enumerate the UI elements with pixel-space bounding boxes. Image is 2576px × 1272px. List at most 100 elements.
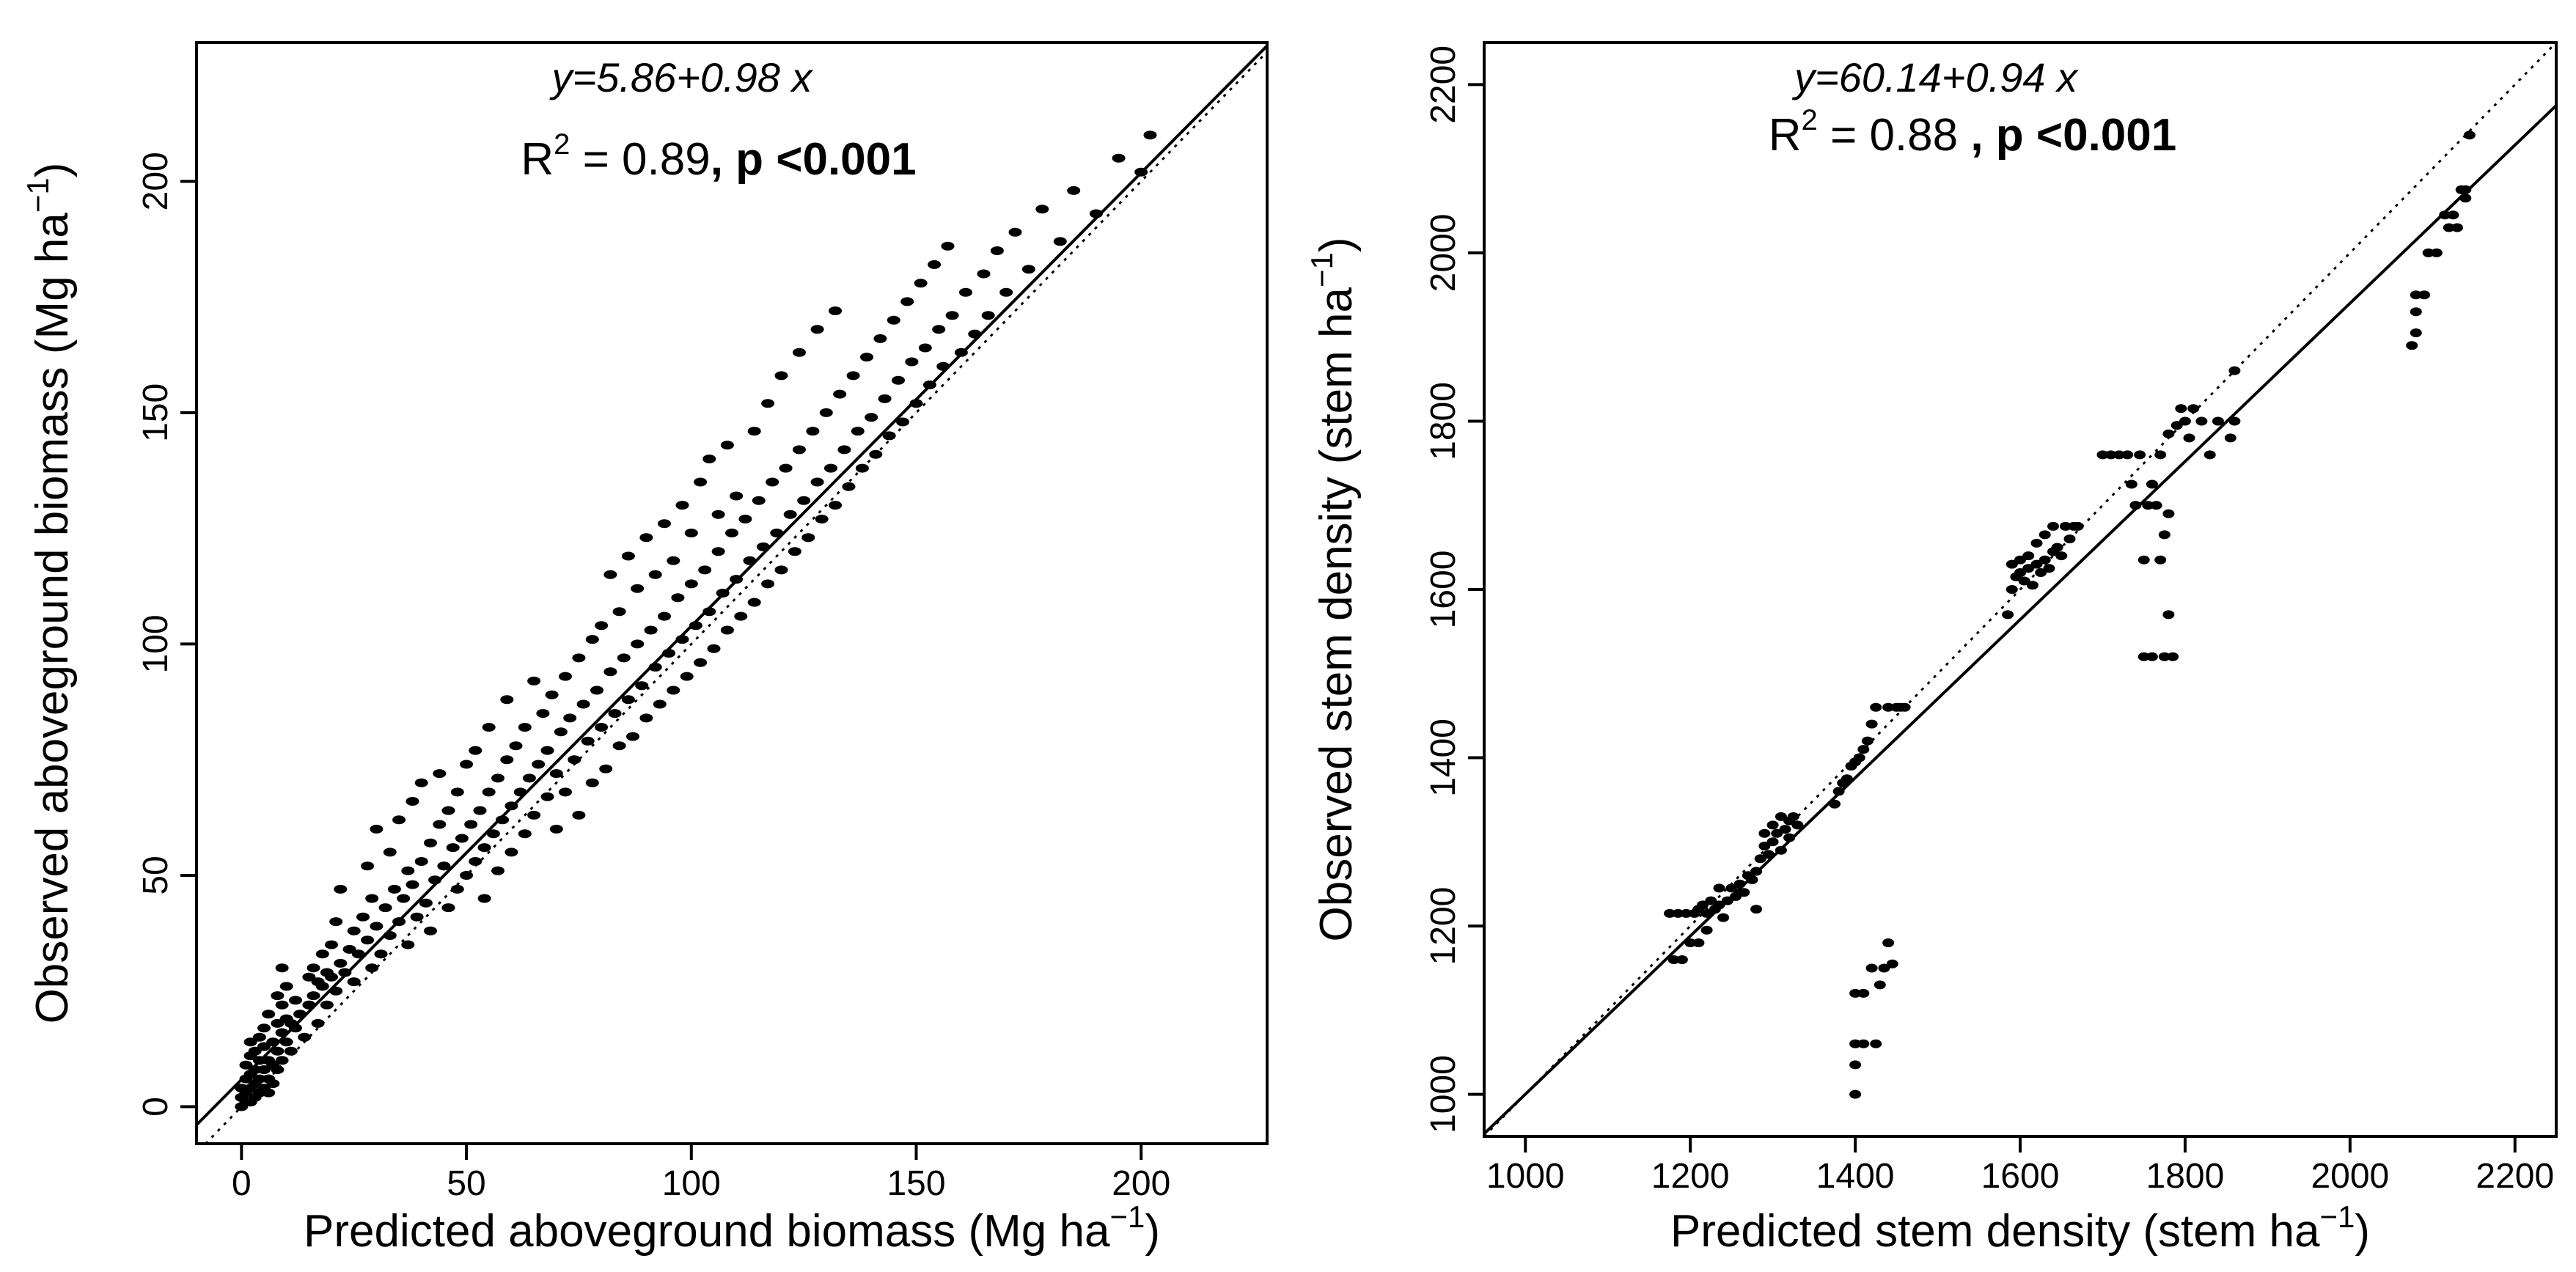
data-point [734, 611, 748, 621]
data-point [788, 547, 801, 556]
data-point [257, 1065, 271, 1074]
data-point [320, 1000, 334, 1010]
data-point [2154, 555, 2167, 565]
data-point [590, 685, 603, 695]
data-point [554, 727, 568, 737]
x-tick-label: 2000 [2311, 1157, 2389, 1196]
data-point [730, 491, 744, 501]
data-point [334, 884, 348, 894]
panel-right-x-axis-label: Predicted stem density (stem ha−1) [1670, 1199, 2370, 1257]
data-point [747, 598, 761, 607]
data-point [990, 246, 1004, 255]
x-tick-label: 1200 [1651, 1157, 1730, 1196]
panel-right-fit-line [1483, 104, 2558, 1135]
data-point [266, 1079, 280, 1088]
data-point [279, 982, 293, 991]
data-point [540, 792, 554, 801]
data-point [1878, 963, 1890, 973]
data-point [572, 653, 586, 663]
data-point [477, 894, 491, 903]
data-point [702, 455, 716, 463]
data-point [631, 584, 645, 593]
data-point [829, 306, 843, 315]
data-point [2014, 555, 2026, 565]
data-point [271, 1065, 285, 1074]
data-point [527, 810, 541, 820]
data-point [576, 699, 590, 709]
data-point [595, 723, 609, 732]
data-point [2051, 543, 2063, 552]
data-point [2410, 307, 2422, 317]
data-point [2039, 530, 2051, 540]
panel-left-plot-frame [195, 41, 1269, 1145]
data-point [711, 510, 725, 519]
data-point [2022, 564, 2035, 573]
panel-right-r2-label: R2 = 0.88 , p <0.001 [1769, 104, 2177, 161]
data-point [383, 848, 397, 857]
data-point [284, 1046, 298, 1056]
data-point [892, 375, 905, 385]
data-point [257, 1042, 271, 1051]
data-point [540, 746, 554, 755]
data-point [603, 667, 617, 677]
y-tick-label: 150 [136, 383, 175, 442]
y-tick-label: 1800 [1424, 382, 1463, 460]
data-point [2072, 521, 2084, 531]
data-point [833, 389, 847, 399]
data-point [2125, 479, 2138, 489]
x-tick-label: 200 [1112, 1164, 1170, 1203]
data-point [2035, 568, 2047, 577]
data-point [1870, 702, 1882, 712]
data-point [873, 334, 887, 343]
data-point [842, 482, 856, 491]
data-point [2195, 416, 2208, 426]
data-point [793, 445, 806, 455]
data-point [325, 972, 338, 982]
data-point [2142, 501, 2154, 510]
data-point [711, 547, 725, 556]
data-point [2410, 328, 2422, 337]
y-tick-label: 50 [136, 856, 175, 894]
data-point [2113, 450, 2125, 460]
data-point [810, 325, 824, 334]
data-point [441, 806, 455, 815]
data-point [2162, 509, 2175, 518]
data-point [437, 861, 451, 871]
data-point [1697, 900, 1709, 910]
y-tick-label: 0 [136, 1097, 175, 1117]
panel-right-chart: 1000 1200 1400 1600 1800 2000 2200 1000 1200 140… [1304, 41, 2558, 1257]
data-point [1882, 702, 1895, 712]
data-point [766, 477, 779, 487]
data-point [572, 810, 586, 820]
data-point [1112, 153, 1126, 163]
data-point [414, 857, 428, 866]
data-point [2134, 450, 2146, 460]
data-point [2105, 450, 2117, 460]
data-point [694, 658, 708, 667]
data-point [401, 940, 415, 949]
data-point [932, 325, 946, 334]
y-tick-label: 2200 [1424, 45, 1463, 124]
data-point [1886, 959, 1898, 968]
data-point [289, 996, 302, 1005]
data-point [2043, 564, 2055, 573]
panel-left-r2-label: R2 = 0.89, p <0.001 [521, 128, 916, 185]
data-point [829, 501, 843, 510]
data-point [941, 241, 955, 251]
data-point [2138, 652, 2150, 661]
data-point [1754, 854, 1766, 864]
y-tick-label: 1600 [1424, 551, 1463, 629]
panel-left-equation: y=5.86+0.98 x [549, 54, 814, 100]
y-tick-label: 1400 [1424, 718, 1463, 797]
data-point [469, 746, 482, 755]
data-point [271, 991, 285, 1001]
data-point [603, 570, 617, 579]
data-point [433, 820, 447, 829]
data-point [900, 297, 914, 306]
data-point [2030, 538, 2043, 548]
data-point [450, 884, 464, 894]
data-point [694, 477, 708, 487]
data-point [252, 1074, 266, 1084]
data-point [2410, 290, 2422, 300]
